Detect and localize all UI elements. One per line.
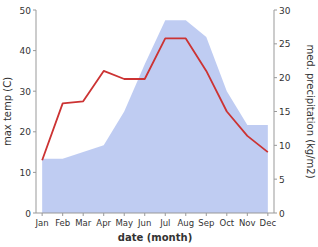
y2-tick — [274, 145, 277, 146]
y2-tick-label: 15 — [279, 107, 290, 117]
y2-tick — [274, 77, 277, 78]
y-tick-label: 30 — [20, 87, 32, 97]
y-tick-label: 20 — [20, 127, 32, 137]
x-tick — [124, 213, 125, 216]
y-tick — [33, 10, 36, 11]
y2-tick-label: 30 — [279, 6, 291, 16]
x-tick-label: Aug — [177, 218, 194, 228]
y2-tick-label: 20 — [279, 73, 291, 83]
x-tick — [144, 213, 145, 216]
x-axis-label: date (month) — [118, 232, 192, 243]
temperature-line — [42, 38, 268, 160]
precipitation-area — [42, 20, 268, 213]
x-tick — [267, 213, 268, 216]
y2-tick — [274, 111, 277, 112]
y2-tick — [274, 43, 277, 44]
x-tick — [83, 213, 84, 216]
x-tick-label: Sep — [198, 218, 214, 228]
y-tick — [33, 213, 36, 214]
x-tick — [103, 213, 104, 216]
x-tick — [62, 213, 63, 216]
x-tick-label: Jan — [35, 218, 49, 228]
x-tick — [165, 213, 166, 216]
x-tick-label: Feb — [55, 218, 70, 228]
x-tick — [185, 213, 186, 216]
y-tick-label: 10 — [20, 168, 32, 178]
x-tick-label: Jul — [159, 218, 170, 228]
y2-tick-label: 10 — [279, 141, 291, 151]
x-tick-label: Jun — [137, 218, 151, 228]
x-tick — [206, 213, 207, 216]
x-axis-line — [36, 213, 274, 214]
x-tick-label: Apr — [96, 218, 111, 228]
y-axis-label: max temp (C) — [2, 77, 13, 146]
x-tick-label: Oct — [219, 218, 234, 228]
y2-tick — [274, 179, 277, 180]
x-tick-label: Dec — [260, 218, 277, 228]
y-tick — [33, 50, 36, 51]
y-tick — [33, 172, 36, 173]
x-tick-label: Nov — [239, 218, 256, 228]
y2-tick-label: 0 — [279, 209, 285, 219]
y2-tick — [274, 10, 277, 11]
y2-axis-label: med. precipitation (kg/m2) — [305, 44, 316, 178]
plot-area — [42, 20, 268, 213]
x-tick — [42, 213, 43, 216]
y2-tick-label: 25 — [279, 39, 290, 49]
x-tick-label: Mar — [75, 218, 92, 228]
x-tick — [247, 213, 248, 216]
y2-tick-label: 5 — [279, 175, 285, 185]
chart: 0 10 20 30 40 50 0 5 10 15 20 25 30 Jan Feb Mar Apr May Ju… — [0, 0, 318, 247]
y-tick — [33, 91, 36, 92]
y-axis-line — [36, 10, 37, 213]
x-tick — [226, 213, 227, 216]
y-tick — [33, 131, 36, 132]
y2-tick — [274, 213, 277, 214]
y-tick-label: 50 — [20, 6, 32, 16]
y-tick-label: 40 — [20, 46, 32, 56]
x-tick-label: May — [115, 218, 133, 228]
y-tick-label: 0 — [25, 209, 31, 219]
